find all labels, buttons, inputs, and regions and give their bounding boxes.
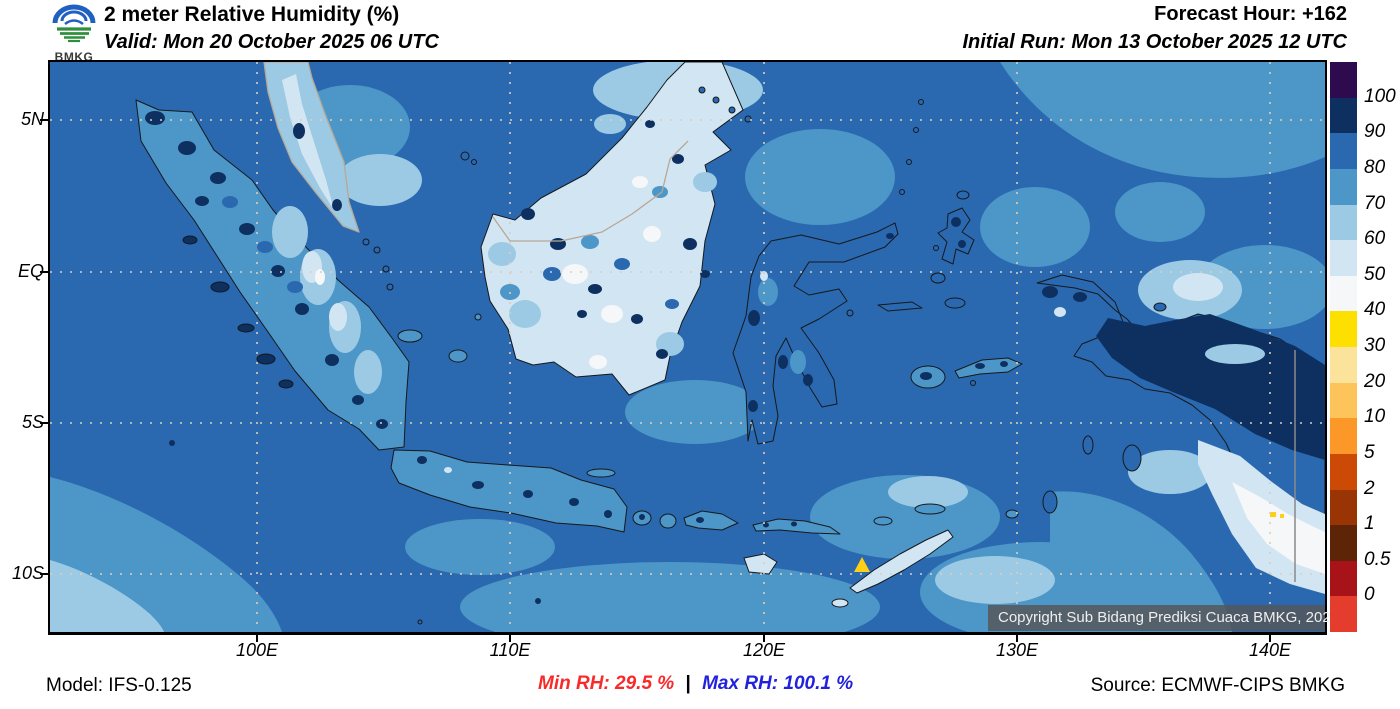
island-sumatra: [135, 99, 410, 451]
y-axis-tick: [40, 119, 48, 121]
colorbar-segment: [1330, 453, 1357, 490]
colorbar-tick-label: 80: [1364, 156, 1386, 178]
colorbar-tick-label: 1: [1364, 513, 1375, 535]
valid-time-label: Valid: Mon 20 October 2025 06 UTC: [104, 31, 439, 53]
model-label: Model: IFS-0.125: [46, 675, 192, 696]
colorbar-segment: [1330, 133, 1357, 169]
min-rh-marker: [854, 557, 870, 572]
colorbar-tick-label: 90: [1364, 121, 1386, 143]
source-label: Source: ECMWF-CIPS BMKG: [1090, 675, 1345, 696]
colorbar-segment: [1330, 489, 1357, 526]
colorbar-tick-label: 5: [1364, 441, 1375, 463]
colorbar-tick-label: 20: [1364, 370, 1386, 392]
x-axis-tick: [256, 634, 258, 642]
x-axis-label: 110E: [489, 640, 531, 660]
colorbar-segment: [1330, 275, 1357, 312]
colorbar-segment: [1330, 97, 1357, 134]
y-axis-label: 5N: [20, 109, 44, 129]
colorbar-tick-label: 70: [1364, 192, 1386, 214]
colorbar-segment: [1330, 62, 1357, 98]
x-axis-tick: [1269, 634, 1271, 642]
colorbar-tick-label: 2: [1364, 477, 1375, 499]
colorbar-tick-label: 100: [1364, 85, 1396, 107]
forecast-hour-label: Forecast Hour: +162: [1154, 3, 1347, 25]
y-axis-tick: [40, 422, 48, 424]
colorbar-tick-label: 0.5: [1364, 548, 1391, 570]
colorbar-tick-label: 50: [1364, 263, 1386, 285]
rh-separator: |: [685, 673, 691, 694]
colorbar-segment: [1330, 418, 1357, 454]
colorbar-segment: [1330, 347, 1357, 383]
max-rh-label: Max RH: 100.1 %: [702, 673, 854, 694]
colorbar-segment: [1330, 596, 1357, 632]
x-axis-label: 120E: [742, 640, 786, 660]
x-axis-tick: [1016, 634, 1018, 642]
y-axis-label: 10S: [11, 563, 44, 583]
initial-run-label: Initial Run: Mon 13 October 2025 12 UTC: [962, 31, 1347, 53]
rh-extremes: Min RH: 29.5 % | Max RH: 100.1 %: [538, 673, 853, 695]
map-title: 2 meter Relative Humidity (%): [104, 3, 400, 26]
island-sulawesi: [732, 222, 899, 445]
y-axis-tick: [40, 573, 48, 575]
humidity-map: Copyright Sub Bidang Prediksi Cuaca BMKG…: [48, 60, 1339, 635]
colorbar-segment: [1330, 382, 1357, 419]
colorbar-tick-label: 0: [1364, 584, 1375, 606]
y-axis-label: EQ: [17, 261, 44, 281]
country-borders: [492, 140, 1296, 582]
humidity-map-canvas: [50, 62, 1325, 632]
colorbar-segment: [1330, 204, 1357, 241]
y-axis-tick: [40, 271, 48, 273]
colorbar-tick-label: 10: [1364, 406, 1386, 428]
island-timor: [849, 529, 954, 594]
colorbar-tick-label: 40: [1364, 299, 1386, 321]
x-axis-label: 100E: [235, 640, 279, 660]
x-axis-label: 140E: [1248, 640, 1292, 660]
colorbar-segment: [1330, 311, 1357, 347]
x-axis-label: 130E: [995, 640, 1039, 660]
header-right: Forecast Hour: +162 Initial Run: Mon 13 …: [962, 3, 1347, 54]
colorbar-tick-label: 60: [1364, 228, 1386, 250]
colorbar-segment: [1330, 240, 1357, 276]
humidity-patches: [145, 74, 1325, 594]
colorbar-segment: [1330, 168, 1357, 205]
island-halmahera: [937, 207, 975, 265]
colorbar-tick-label: 30: [1364, 335, 1386, 356]
x-axis-tick: [763, 634, 765, 642]
y-axis-label: 5S: [21, 412, 44, 432]
colorbar-segment: [1330, 525, 1357, 561]
bmkg-logo: BMKG: [46, 2, 102, 63]
copyright-label: Copyright Sub Bidang Prediksi Cuaca BMKG…: [988, 605, 1339, 631]
bmkg-logo-icon: [52, 4, 96, 43]
x-axis-tick: [509, 634, 511, 642]
min-rh-label: Min RH: 29.5 %: [538, 673, 675, 694]
colorbar: [1330, 62, 1357, 632]
colorbar-segment: [1330, 560, 1357, 597]
